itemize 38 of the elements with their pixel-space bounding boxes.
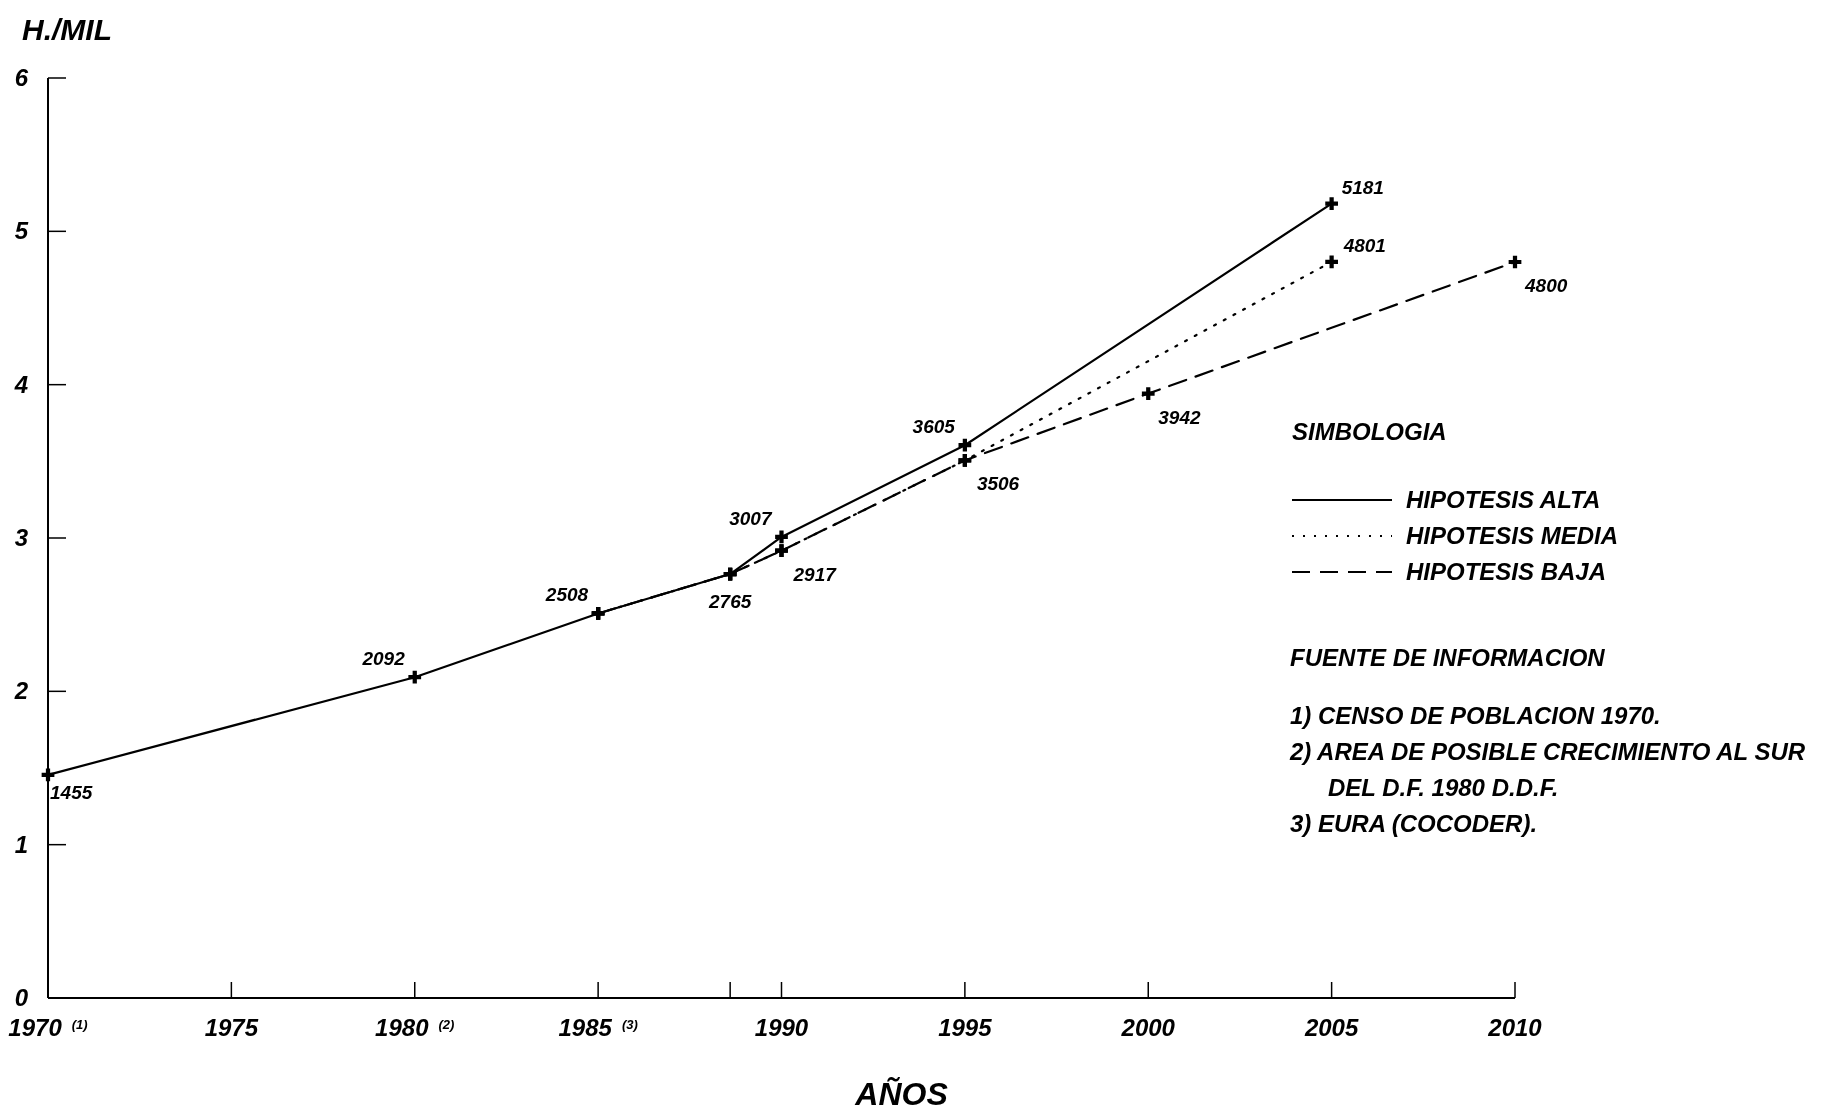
legend-label: HIPOTESIS MEDIA xyxy=(1406,522,1619,549)
annotation: 1455 xyxy=(50,781,93,803)
annotation: 2508 xyxy=(544,584,589,606)
annotation: 3) EURA (COCODER). xyxy=(1290,809,1539,839)
annotation: 3007 xyxy=(729,507,773,529)
y-tick-label: 5 xyxy=(14,217,29,245)
x-tick-label: 2010 xyxy=(1487,1014,1543,1041)
y-tick-label: 0 xyxy=(14,984,29,1011)
annotation: 2) AREA DE POSIBLE CRECIMIENTO AL SUR DEL D.F. 1980 D.D.F. xyxy=(1290,737,1807,803)
annotation: 3605 xyxy=(912,416,956,438)
x-axis-title: AÑOS xyxy=(854,1076,949,1112)
y-tick-label: 1 xyxy=(14,830,28,858)
x-tick-label: 1970$^{(1)}$ xyxy=(8,1014,88,1041)
x-tick-label: 2000 xyxy=(1120,1014,1176,1041)
x-tick-label: 1975 xyxy=(204,1014,259,1041)
x-tick-label: 1995 xyxy=(938,1014,993,1041)
y-tick-label: 4 xyxy=(13,370,28,398)
y-tick-label: 6 xyxy=(14,64,29,91)
legend-label: HIPOTESIS ALTA xyxy=(1406,486,1601,513)
x-tick-label: 1990 xyxy=(754,1014,809,1041)
x-tick-label: 2005 xyxy=(1303,1014,1359,1041)
annotation: 2917 xyxy=(792,563,838,585)
annotation: FUENTE DE INFORMACION xyxy=(1290,643,1606,673)
annotation: 3506 xyxy=(976,473,1020,495)
x-tick-label: 1985$^{(3)}$ xyxy=(558,1014,638,1041)
annotation: 5181 xyxy=(1341,176,1384,198)
legend-title: SIMBOLOGIA xyxy=(1292,418,1447,445)
annotation: 4800 xyxy=(1524,275,1568,296)
annotation: 2765 xyxy=(708,591,752,613)
y-tick-label: 3 xyxy=(14,524,29,551)
y-axis-title: H./MIL xyxy=(22,13,112,46)
y-tick-label: 2 xyxy=(13,677,29,705)
x-tick-label: 1980$^{(2)}$ xyxy=(375,1014,455,1041)
legend-label: HIPOTESIS BAJA xyxy=(1406,558,1607,585)
annotation: 2092 xyxy=(361,648,406,670)
annotation: 3942 xyxy=(1158,406,1201,428)
annotation: 1) CENSO DE POBLACION 1970. xyxy=(1290,701,1662,731)
annotation: 4801 xyxy=(1342,234,1386,256)
